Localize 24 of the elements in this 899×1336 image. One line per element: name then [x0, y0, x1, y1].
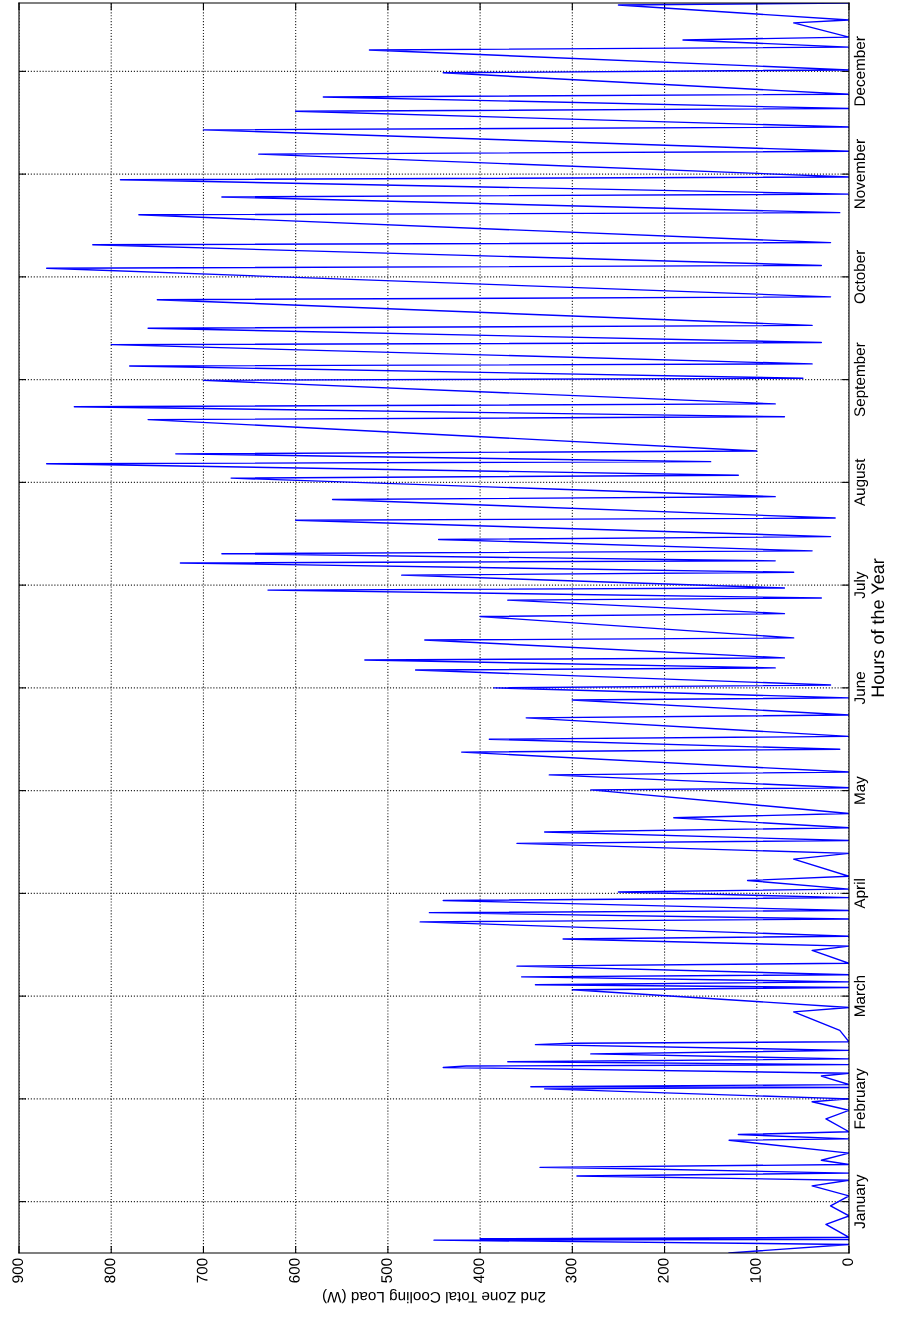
- y-tick-label: October: [853, 249, 866, 304]
- y-tick-label: August: [854, 458, 869, 507]
- x-tick-label: 300: [565, 1258, 577, 1283]
- x-tick-label: 900: [12, 1258, 24, 1283]
- y-tick-label: December: [853, 36, 866, 106]
- x-tick-label: 0: [842, 1258, 854, 1266]
- y-tick-label: June: [854, 671, 866, 705]
- x-tick-label: 500: [381, 1258, 392, 1283]
- x-tick-label: 800: [104, 1258, 116, 1283]
- y-tick-label: February: [853, 1068, 869, 1129]
- x-axis-title: 2nd Zone Total Cooling Load (W): [322, 1288, 546, 1304]
- x-tick-label: 600: [288, 1258, 300, 1283]
- y-tick-label: November: [853, 139, 866, 209]
- x-tick-label: 200: [657, 1258, 669, 1283]
- x-tick-label: 700: [196, 1258, 208, 1283]
- x-tick-label: 400: [473, 1258, 485, 1283]
- y-tick-label: July: [853, 571, 869, 599]
- y-tick-label: May: [854, 776, 869, 804]
- y-axis-title: Hours of the Year: [870, 558, 885, 697]
- y-tick-label: March: [853, 975, 866, 1017]
- x-tick-label: 100: [750, 1258, 761, 1283]
- y-tick-label: April: [853, 879, 869, 909]
- y-tick-label: January: [854, 1174, 869, 1229]
- y-tick-label: September: [853, 342, 869, 417]
